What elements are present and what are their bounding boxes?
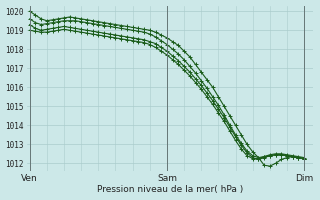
X-axis label: Pression niveau de la mer( hPa ): Pression niveau de la mer( hPa ) bbox=[97, 185, 243, 194]
